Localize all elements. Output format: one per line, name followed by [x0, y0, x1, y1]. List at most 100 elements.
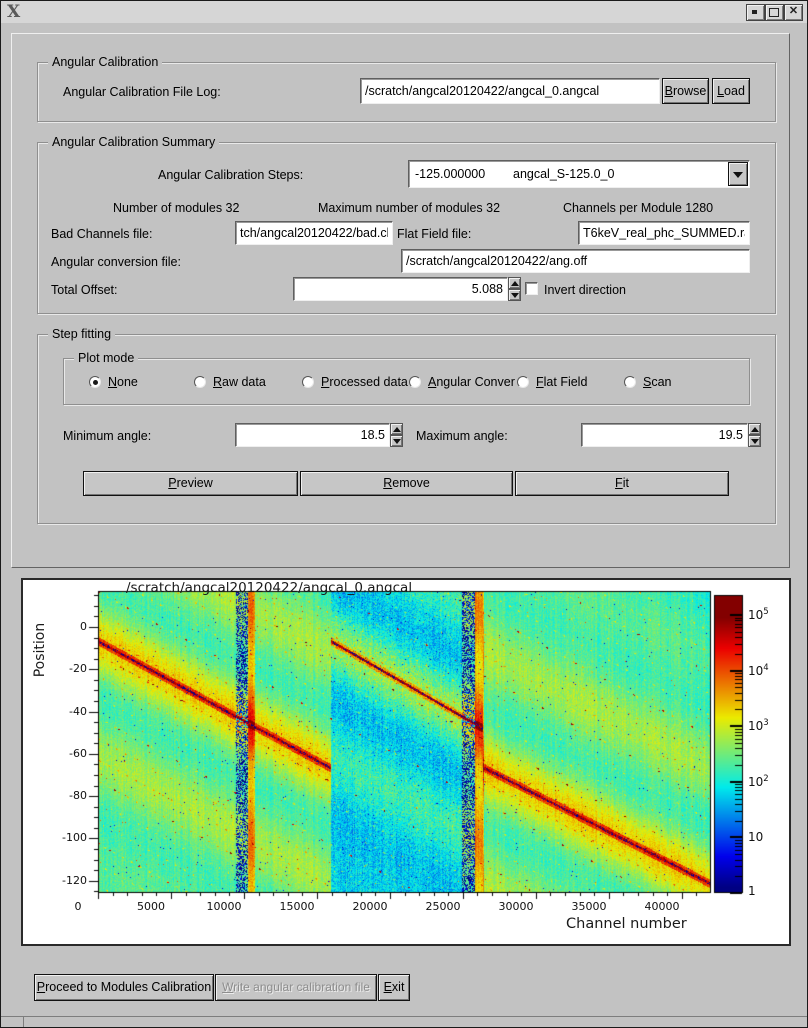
radio-angular-conversion[interactable] — [409, 376, 421, 388]
maximize-icon — [769, 8, 779, 17]
channels-per-module-label: Channels per Module 1280 — [563, 201, 714, 215]
step-fitting-group: Step fitting Plot mode None Raw data Pro… — [37, 327, 776, 524]
group-title: Angular Calibration Summary — [48, 135, 220, 149]
y-tick-label: -60 — [69, 747, 87, 760]
load-button[interactable]: Load — [712, 78, 750, 104]
x-axis-label: Channel number — [566, 916, 687, 932]
flat-field-label: Flat Field file: — [397, 227, 472, 241]
minimize-icon — [752, 10, 757, 14]
window-resize-bar[interactable] — [1, 1016, 807, 1027]
heatmap-canvas — [23, 580, 789, 944]
x-tick-label: 20000 — [352, 900, 388, 913]
spin-down-button[interactable] — [390, 435, 403, 447]
group-title: Angular Calibration — [48, 55, 163, 69]
minimum-angle-label: Minimum angle: — [63, 429, 152, 443]
y-tick-label: 0 — [80, 620, 87, 633]
minimum-angle-input[interactable] — [235, 423, 390, 447]
group-title: Step fitting — [48, 327, 116, 341]
flat-field-input[interactable] — [578, 221, 750, 245]
fit-button[interactable]: Fit — [515, 471, 729, 496]
radio-scan[interactable] — [624, 376, 636, 388]
spin-down-button[interactable] — [508, 289, 521, 301]
proceed-to-modules-calibration-button[interactable]: Proceed to Modules Calibration — [34, 974, 214, 1001]
maximize-button[interactable] — [765, 4, 784, 21]
arrow-down-icon — [751, 439, 759, 444]
x-tick-label: 25000 — [425, 900, 461, 913]
radio-scan-label[interactable]: Scan — [643, 375, 672, 389]
radio-none[interactable] — [89, 376, 101, 388]
x-tick-label: 5000 — [137, 900, 165, 913]
x11-logo-icon: X — [7, 2, 21, 22]
y-tick-label: -120 — [62, 874, 87, 887]
radio-processed-data[interactable] — [302, 376, 314, 388]
dropdown-arrow-button[interactable] — [728, 162, 748, 186]
plot-title: /scratch/angcal20120422/angcal_0.angcal — [126, 580, 413, 596]
maximum-angle-label: Maximum angle: — [416, 429, 508, 443]
radio-processed-data-label[interactable]: Processed data — [321, 375, 408, 389]
arrow-up-icon — [751, 427, 759, 432]
main-content: Angular Calibration Angular Calibration … — [1, 23, 807, 1027]
bad-channels-input[interactable] — [235, 221, 393, 245]
minimize-button[interactable] — [746, 4, 765, 21]
radio-raw-data-label[interactable]: Raw data — [213, 375, 266, 389]
colorbar-tick-label: 105 — [748, 607, 769, 622]
y-tick-label: -20 — [69, 662, 87, 675]
x-tick-label: 10000 — [206, 900, 242, 913]
total-offset-input[interactable] — [293, 277, 508, 301]
angular-calibration-summary-group: Angular Calibration Summary Angular Cali… — [37, 135, 776, 314]
close-button[interactable]: ✕ — [784, 4, 803, 21]
preview-button[interactable]: Preview — [83, 471, 298, 496]
radio-none-label[interactable]: None — [108, 375, 138, 389]
y-tick-label: -40 — [69, 705, 87, 718]
chevron-down-icon — [733, 172, 743, 178]
colorbar-tick-label: 103 — [748, 718, 769, 733]
bad-channels-label: Bad Channels file: — [51, 227, 153, 241]
steps-label: Angular Calibration Steps: — [158, 168, 304, 182]
radio-angular-conversion-label[interactable]: Angular Conver — [428, 375, 515, 389]
y-tick-label: -80 — [69, 789, 87, 802]
radio-flat-field-label[interactable]: Flat Field — [536, 375, 588, 389]
y-tick-label: -100 — [62, 831, 87, 844]
invert-direction-checkbox[interactable] — [525, 282, 538, 295]
spin-up-button[interactable] — [390, 423, 403, 435]
minimum-angle-stepper[interactable] — [390, 423, 403, 447]
total-offset-stepper[interactable] — [508, 277, 521, 301]
title-bar[interactable]: X ✕ — [1, 1, 807, 24]
colorbar-tick-label: 104 — [748, 663, 769, 678]
spin-up-button[interactable] — [748, 423, 761, 435]
resize-handle-divider — [23, 1017, 24, 1027]
controls-panel: Angular Calibration Angular Calibration … — [11, 33, 790, 568]
x-tick-label: 0 — [74, 900, 82, 913]
file-log-input[interactable] — [360, 78, 660, 104]
x-tick-label: 35000 — [571, 900, 607, 913]
radio-dot-icon — [92, 379, 98, 385]
browse-button[interactable]: Browse — [662, 78, 709, 104]
plot-mode-group: Plot mode None Raw data Processed data A… — [63, 351, 750, 405]
colorbar-tick-label: 1 — [748, 884, 756, 898]
spin-up-button[interactable] — [508, 277, 521, 289]
invert-direction-label: Invert direction — [544, 283, 626, 297]
arrow-down-icon — [393, 439, 401, 444]
arrow-up-icon — [393, 427, 401, 432]
x-tick-label: 40000 — [644, 900, 680, 913]
x-tick-label: 15000 — [279, 900, 315, 913]
colorbar-tick-label: 102 — [748, 774, 769, 789]
radio-raw-data[interactable] — [194, 376, 206, 388]
total-offset-label: Total Offset: — [51, 283, 118, 297]
calibration-steps-dropdown[interactable]: -125.000000 angcal_S-125.0_0 — [408, 160, 750, 188]
modules-count-label: Number of modules 32 — [113, 201, 240, 215]
remove-button[interactable]: Remove — [300, 471, 513, 496]
arrow-down-icon — [511, 293, 519, 298]
angular-conversion-input[interactable] — [401, 249, 750, 273]
colorbar-tick-label: 10 — [748, 830, 764, 844]
spin-down-button[interactable] — [748, 435, 761, 447]
maximum-angle-stepper[interactable] — [748, 423, 761, 447]
dropdown-value: -125.000000 angcal_S-125.0_0 — [415, 167, 615, 181]
radio-flat-field[interactable] — [517, 376, 529, 388]
angular-calibration-group: Angular Calibration Angular Calibration … — [37, 55, 776, 122]
arrow-up-icon — [511, 281, 519, 286]
write-angular-calibration-file-button[interactable]: Write angular calibration file — [215, 974, 377, 1001]
group-title: Plot mode — [74, 351, 139, 365]
exit-button[interactable]: Exit — [378, 974, 410, 1001]
maximum-angle-input[interactable] — [581, 423, 748, 447]
